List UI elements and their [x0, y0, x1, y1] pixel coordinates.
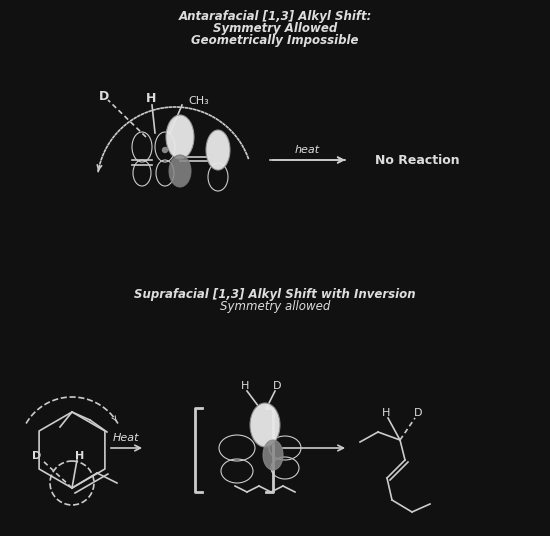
Text: H: H [146, 93, 156, 106]
Ellipse shape [263, 440, 283, 470]
Text: Symmetry Allowed: Symmetry Allowed [213, 22, 337, 35]
Text: heat: heat [294, 145, 320, 155]
Text: Heat: Heat [113, 433, 139, 443]
Text: Symmetry allowed: Symmetry allowed [220, 300, 330, 313]
Ellipse shape [206, 130, 230, 170]
Text: Suprafacial [1,3] Alkyl Shift with Inversion: Suprafacial [1,3] Alkyl Shift with Inver… [134, 288, 416, 301]
Text: No Reaction: No Reaction [375, 153, 460, 167]
Text: Geometrically Impossible: Geometrically Impossible [191, 34, 359, 47]
Ellipse shape [169, 155, 191, 187]
Text: D: D [414, 408, 422, 418]
Text: H: H [241, 381, 249, 391]
Text: D: D [32, 451, 42, 461]
Text: CH₃: CH₃ [188, 96, 209, 106]
Circle shape [162, 147, 168, 153]
Text: D: D [99, 90, 109, 102]
Text: D: D [273, 381, 281, 391]
Ellipse shape [250, 403, 280, 447]
Text: H: H [75, 451, 85, 461]
Text: Antarafacial [1,3] Alkyl Shift:: Antarafacial [1,3] Alkyl Shift: [178, 10, 372, 23]
Ellipse shape [166, 115, 194, 159]
Text: H: H [382, 408, 390, 418]
